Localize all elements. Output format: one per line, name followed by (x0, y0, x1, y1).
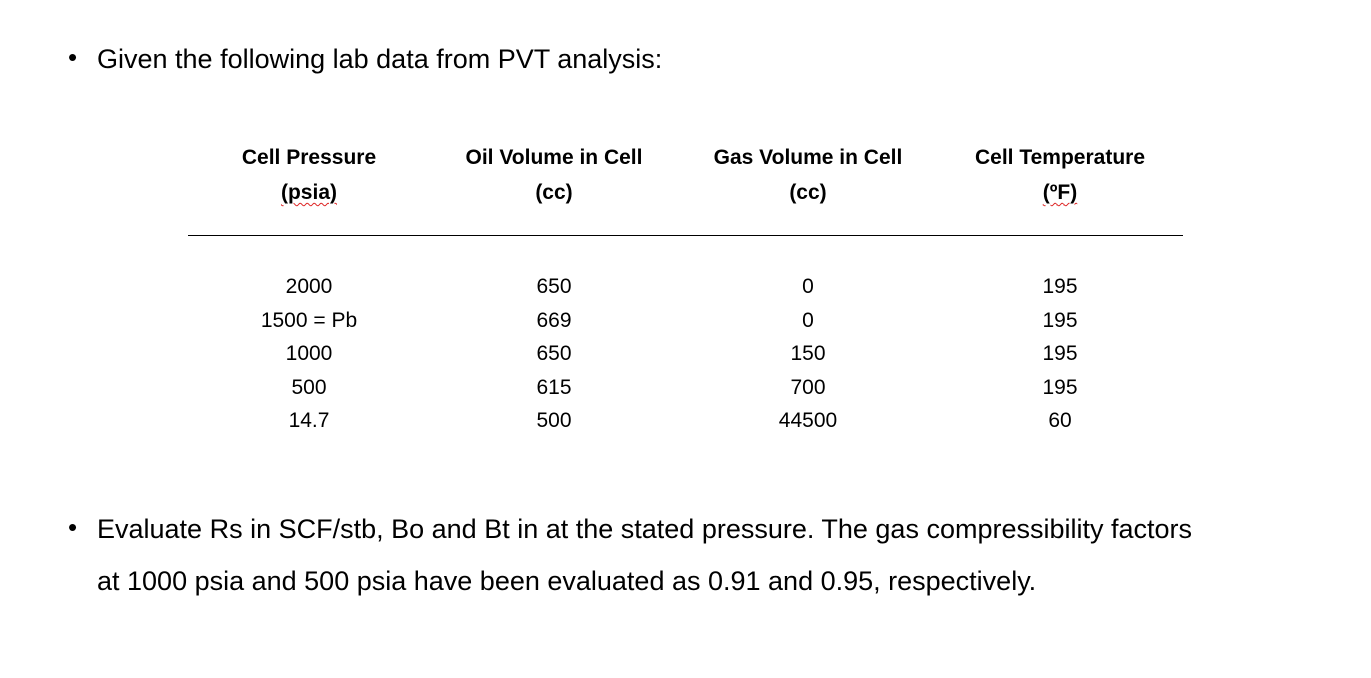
cell-pressure: 500 (291, 375, 327, 399)
header-cell-pressure: Cell Pressure (psia) (229, 140, 389, 210)
cell-temperature: 195 (1042, 275, 1078, 298)
cell-oil-volume: 500 (536, 409, 572, 432)
cell-pressure: 1500 = Pb (260, 308, 358, 332)
cell-temperature: 195 (1042, 342, 1078, 365)
cell-oil-volume: 669 (536, 308, 572, 332)
cell-gas-volume: 0 (802, 275, 814, 298)
header-oil-volume: Oil Volume in Cell (cc) (434, 140, 674, 210)
cell-gas-volume: 700 (790, 375, 826, 399)
cell-oil-volume: 650 (536, 342, 572, 365)
cell-gas-volume: 150 (790, 342, 826, 365)
table-body: 2000 650 0 195 1500 = Pb 669 0 195 1000 … (188, 270, 1183, 438)
table-header-row: Cell Pressure (psia) Oil Volume in Cell … (188, 140, 1183, 236)
cell-temperature: 195 (1042, 375, 1078, 399)
header-line1: Oil Volume in Cell (465, 146, 643, 169)
table-row: 1000 650 150 195 (188, 337, 1183, 371)
bullet-icon: • (68, 512, 78, 542)
cell-gas-volume: 0 (802, 308, 814, 332)
question-line-2: at 1000 psia and 500 psia have been eval… (97, 566, 1037, 596)
table-row: 1500 = Pb 669 0 195 (188, 304, 1183, 338)
header-line1: Cell Temperature (975, 146, 1145, 169)
header-cell-temperature: Cell Temperature (ºF) (950, 140, 1170, 210)
header-gas-volume: Gas Volume in Cell (cc) (688, 140, 928, 210)
cell-temperature: 60 (1048, 409, 1072, 432)
table-row: 2000 650 0 195 (188, 270, 1183, 304)
header-line1: Cell Pressure (241, 146, 377, 169)
header-line2: (cc) (789, 181, 827, 204)
header-line1: Gas Volume in Cell (713, 146, 903, 169)
cell-temperature: 195 (1042, 308, 1078, 332)
bullet-icon: • (68, 42, 78, 72)
header-line2: (cc) (535, 181, 573, 204)
cell-gas-volume: 44500 (778, 409, 838, 432)
cell-pressure: 2000 (285, 275, 333, 298)
table-row: 500 615 700 195 (188, 371, 1183, 405)
cell-pressure: 14.7 (288, 409, 330, 432)
header-line2: (ºF) (1042, 181, 1078, 204)
header-line2: (psia) (280, 181, 337, 204)
cell-pressure: 1000 (285, 342, 333, 365)
question-line-1: Evaluate Rs in SCF/stb, Bo and Bt in at … (97, 514, 1193, 544)
table-row: 14.7 500 44500 60 (188, 404, 1183, 438)
cell-oil-volume: 615 (536, 375, 572, 399)
intro-text: Given the following lab data from PVT an… (97, 44, 663, 74)
pvt-data-table: Cell Pressure (psia) Oil Volume in Cell … (188, 140, 1183, 432)
cell-oil-volume: 650 (536, 275, 572, 298)
